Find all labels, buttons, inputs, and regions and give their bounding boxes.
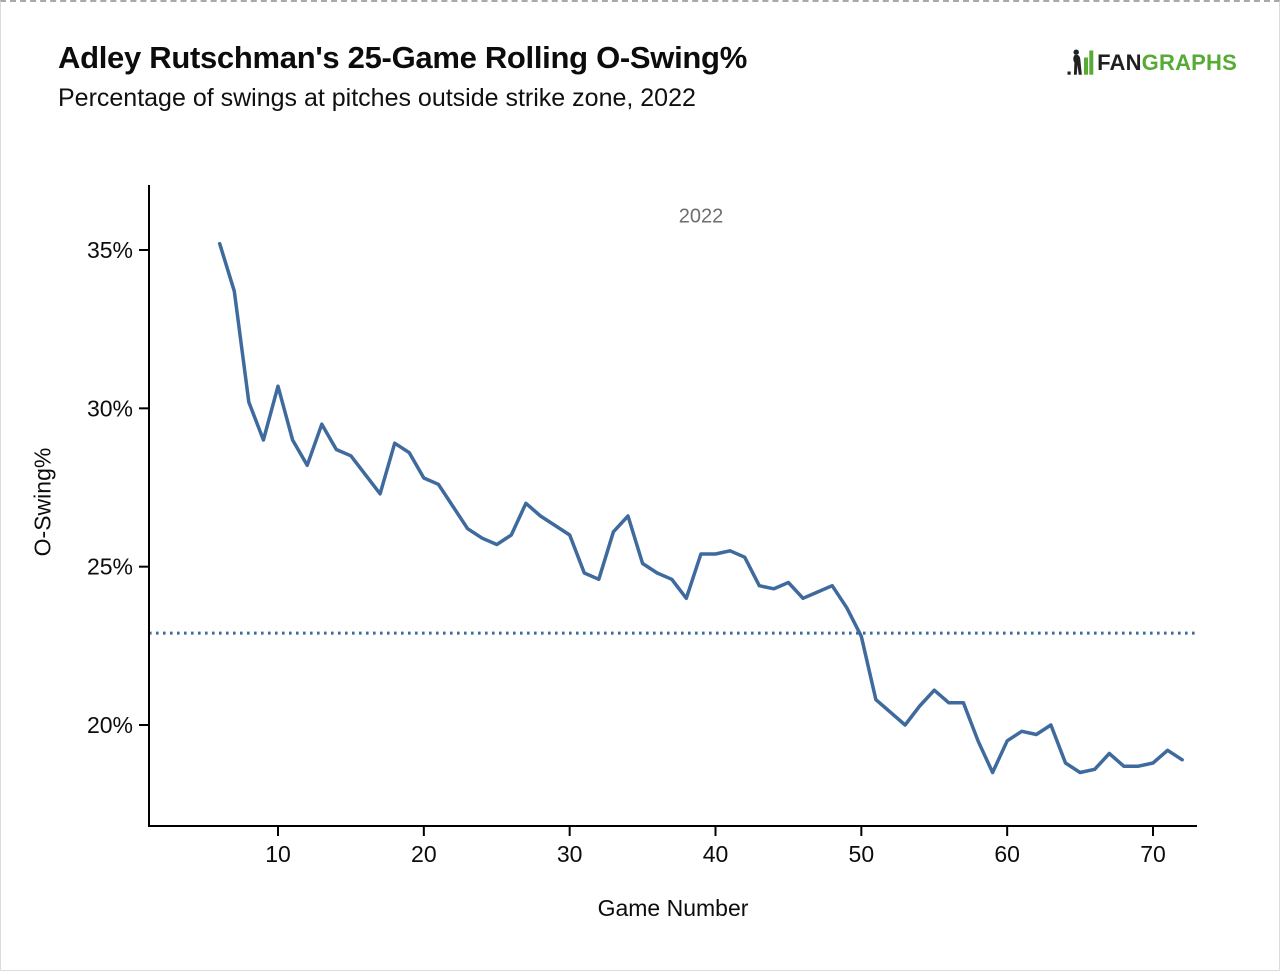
y-tick-label: 25% (87, 554, 133, 580)
x-tick-label: 30 (557, 841, 583, 867)
y-axis-title: O-Swing% (29, 447, 56, 557)
logo-fan-text: FAN (1097, 49, 1142, 75)
x-tick-label: 60 (994, 841, 1020, 867)
page-subtitle: Percentage of swings at pitches outside … (58, 84, 696, 112)
x-tick-label: 50 (849, 841, 875, 867)
page-title: Adley Rutschman's 25-Game Rolling O-Swin… (58, 40, 747, 75)
logo-graphs-text: GRAPHS (1141, 49, 1237, 75)
y-tick-label: 35% (87, 237, 133, 263)
fangraphs-logo[interactable]: FANGRAPHS (1067, 48, 1237, 77)
year-annotation: 2022 (678, 205, 724, 228)
x-axis-title: Game Number (597, 895, 749, 921)
x-tick-label: 10 (265, 841, 291, 867)
y-tick-label: 20% (87, 712, 133, 738)
fangraphs-batter-icon (1067, 49, 1094, 75)
x-tick-label: 20 (411, 841, 437, 867)
y-tick-label: 30% (87, 395, 133, 421)
oswing-rolling-line (217, 241, 1184, 775)
fangraphs-logo-text: FANGRAPHS (1097, 50, 1237, 76)
x-tick-label: 40 (703, 841, 729, 867)
x-tick-label: 70 (1140, 841, 1166, 867)
